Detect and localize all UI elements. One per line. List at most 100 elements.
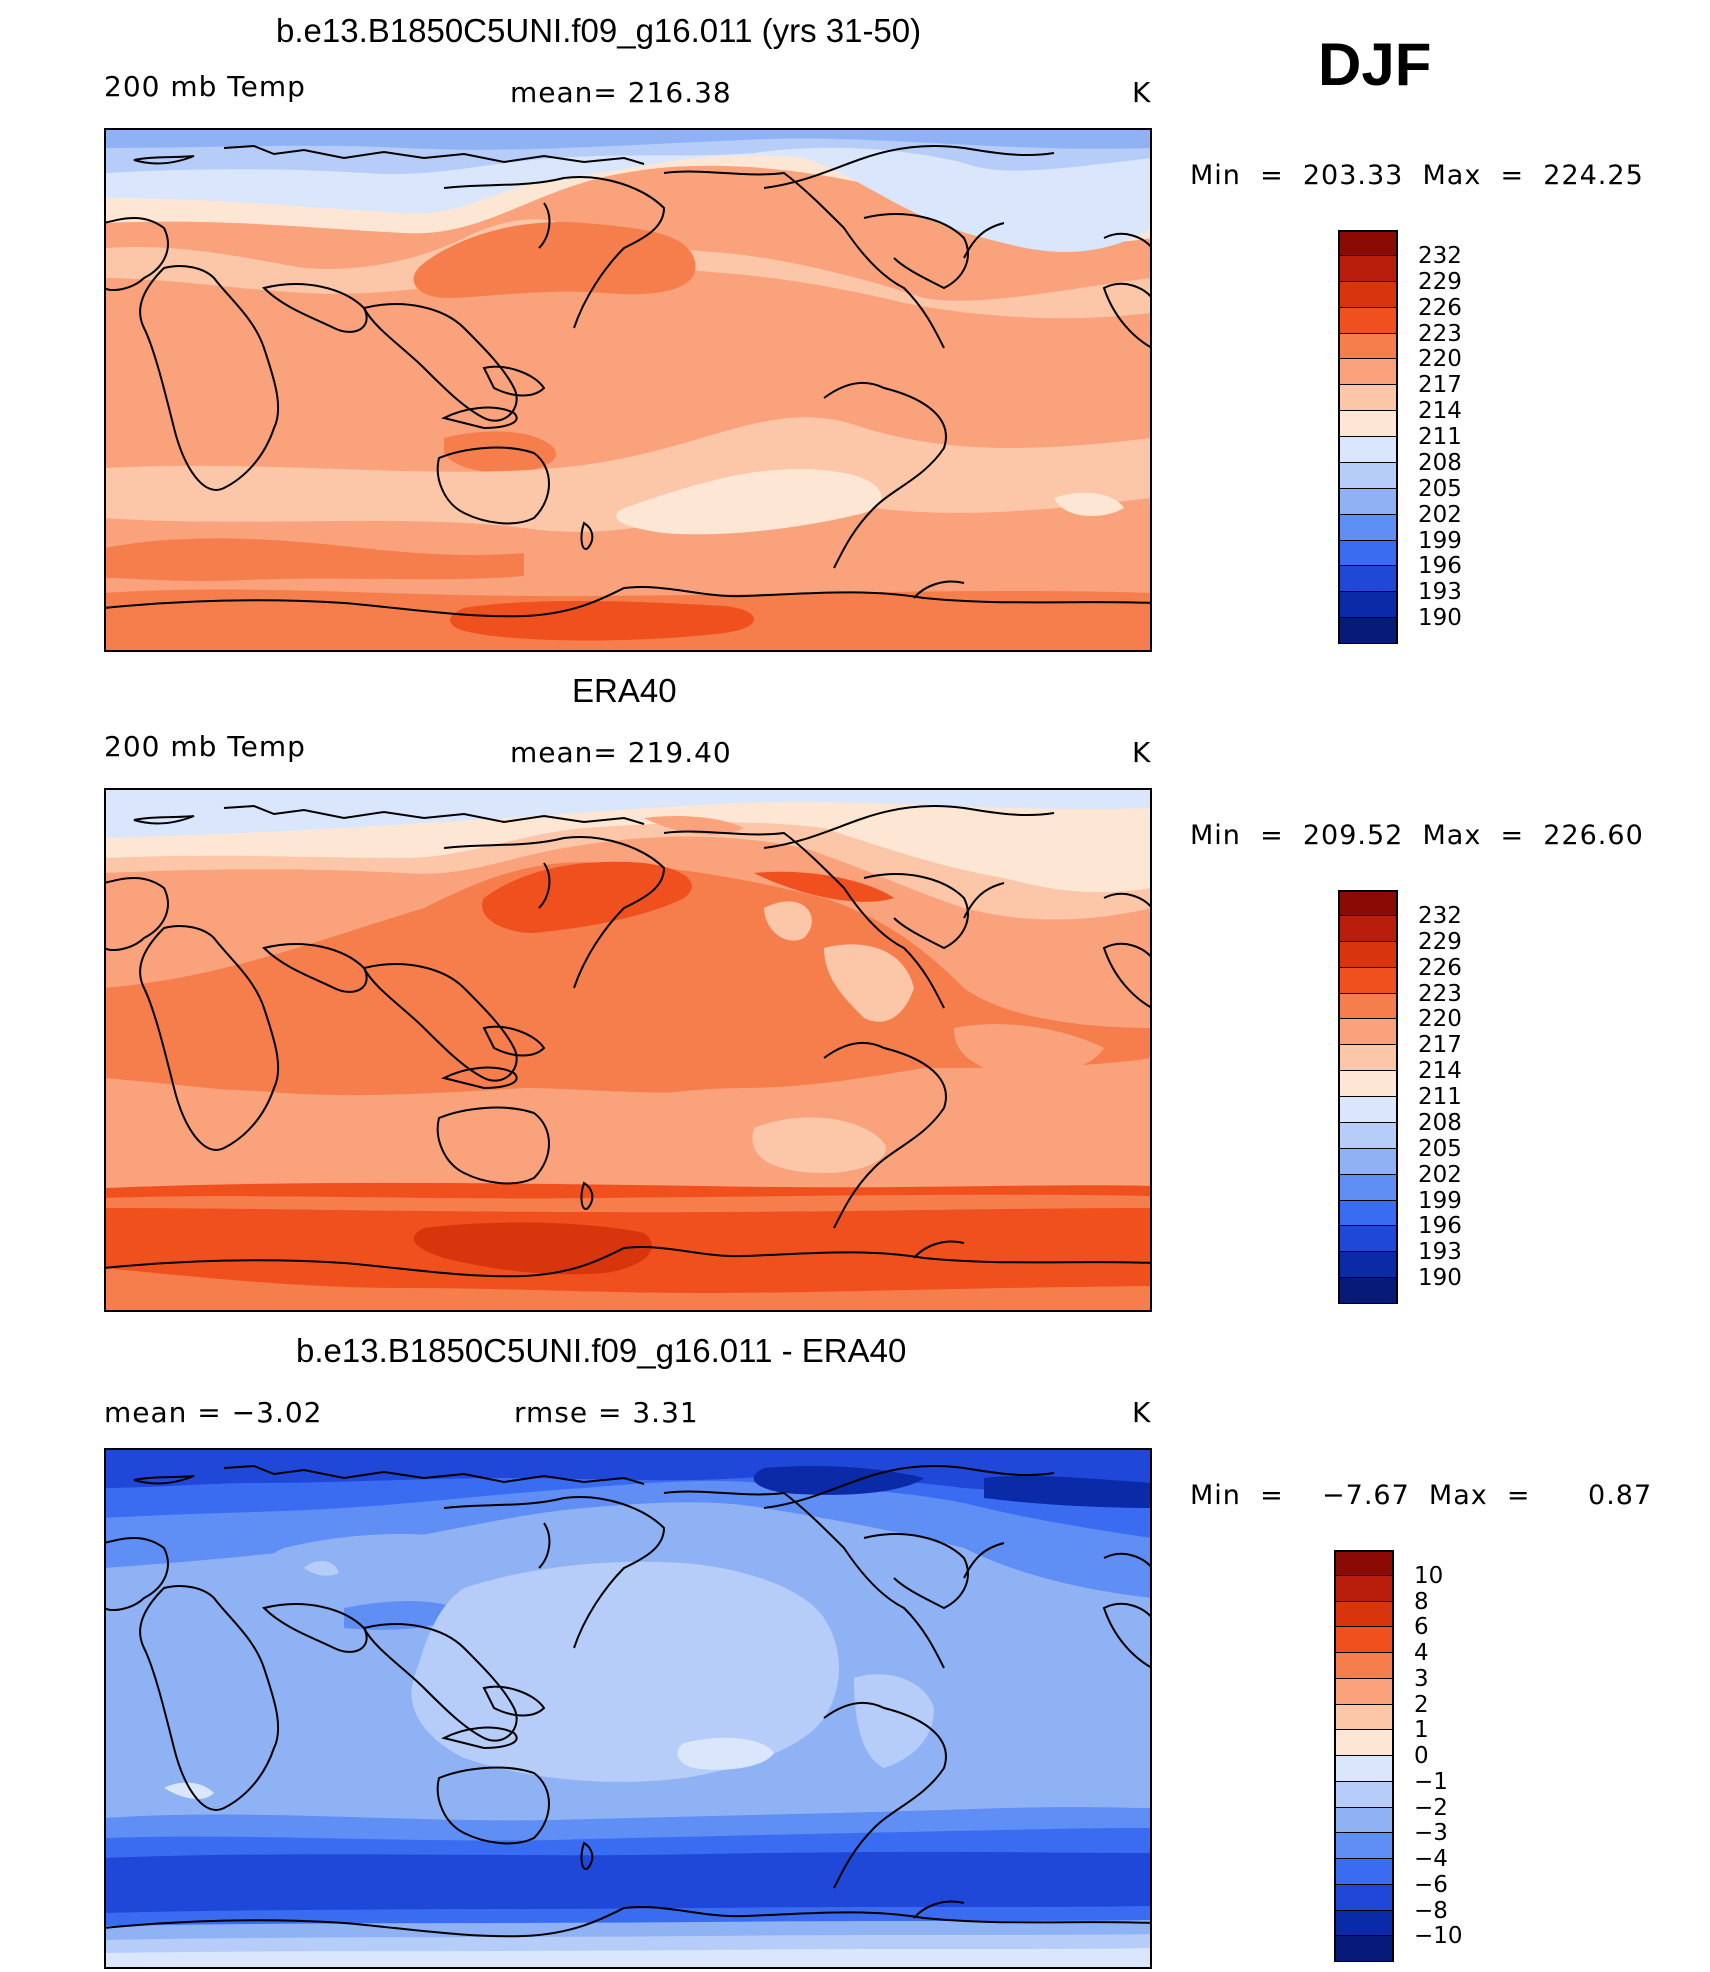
panel3-field-m2b (597, 1573, 772, 1628)
colorbar-swatch (1338, 967, 1398, 994)
panel1-field-220b (442, 431, 556, 473)
panel2-map (104, 788, 1152, 1312)
colorbar-swatch (1334, 1781, 1394, 1808)
colorbar-swatch (1338, 566, 1398, 593)
panel1-field-217b (104, 230, 1152, 384)
colorbar-swatch (1338, 618, 1398, 644)
colorbar-label: 214 (1418, 398, 1462, 425)
panel2-field-214b (764, 901, 812, 941)
colorbar-swatch (1338, 333, 1398, 360)
colorbar-label: 202 (1418, 1161, 1462, 1188)
colorbar-swatch (1334, 1936, 1394, 1962)
colorbar-swatch (1338, 230, 1398, 256)
panel2-field-208 (104, 788, 1152, 838)
panel2-field-220 (104, 862, 1152, 1096)
panel3-units: K (1132, 1396, 1152, 1429)
colorbar-swatch (1338, 1148, 1398, 1175)
colorbar-label: 4 (1414, 1640, 1429, 1666)
colorbar-swatch (1334, 1678, 1394, 1705)
colorbar-swatch (1338, 941, 1398, 968)
season-label: DJF (1318, 31, 1432, 98)
panel1-left-label: 200 mb Temp (104, 70, 306, 103)
colorbar-swatch (1334, 1601, 1394, 1628)
colorbar-swatch (1338, 488, 1398, 515)
panel2-field-217b (644, 816, 744, 835)
colorbar-label: 214 (1418, 1058, 1462, 1085)
colorbar-label: 229 (1418, 268, 1462, 295)
panel2-field-217d (104, 1078, 1152, 1188)
colorbar-label: 211 (1418, 1084, 1462, 1110)
panel2-field-220b (104, 1194, 1152, 1213)
colorbar-label: 8 (1414, 1588, 1429, 1615)
colorbar-label: 226 (1418, 294, 1462, 321)
panel2-coastlines (104, 804, 1152, 1278)
colorbar-label: 232 (1418, 902, 1462, 929)
colorbar-label: 196 (1418, 1213, 1462, 1240)
colorbar-label: 0 (1414, 1743, 1429, 1769)
panel2-colorbar: 232 229 226 223 220 217 214 211 208 205 202 199 196 1… (1338, 890, 1498, 1304)
panel3-minmax: Min = −7.67 Max = 0.87 (1190, 1480, 1653, 1511)
colorbar-label: 205 (1418, 475, 1462, 502)
colorbar-label: 199 (1418, 1187, 1462, 1214)
colorbar-swatch (1334, 1833, 1394, 1859)
colorbar-label: 10 (1414, 1562, 1444, 1589)
panel1-center-label: mean= 216.38 (510, 76, 732, 109)
colorbar-label: 205 (1418, 1135, 1462, 1162)
panel2-center-label: mean= 219.40 (510, 736, 732, 769)
colorbar-label: 232 (1418, 242, 1462, 269)
colorbar-swatch (1338, 255, 1398, 282)
colorbar-swatch (1338, 462, 1398, 489)
colorbar-label: 220 (1418, 346, 1462, 373)
panel3-title: b.e13.B1850C5UNI.f09_g16.011 - ERA40 (296, 1332, 907, 1369)
panel3-map (104, 1448, 1152, 1972)
panel3-field-m1 (677, 1737, 774, 1770)
panel2-field-223b (754, 871, 894, 902)
colorbar-swatch (1338, 1174, 1398, 1201)
colorbar-swatch (1338, 385, 1398, 412)
colorbar-swatch (1334, 1730, 1394, 1756)
colorbar-swatch (1338, 1019, 1398, 1046)
panel2-minmax: Min = 209.52 Max = 226.60 (1190, 820, 1644, 851)
panel3-coastlines (104, 1464, 1152, 1938)
panel2-title: ERA40 (572, 672, 677, 709)
colorbar-label: 199 (1418, 527, 1462, 554)
panel2-field-217c (954, 1024, 1104, 1074)
panel3-mean: mean = −3.02 (104, 1396, 323, 1429)
panel1-field-214 (104, 219, 1152, 319)
panel1-colorbar: 232 229 226 223 220 217 214 211 208 205 202 199 196 1… (1338, 230, 1498, 644)
colorbar-swatch (1338, 1122, 1398, 1149)
colorbar-swatch (1338, 1097, 1398, 1123)
colorbar-swatch (1334, 1653, 1394, 1679)
colorbar-label: 1 (1414, 1717, 1429, 1744)
panel3-field-m2d (304, 1561, 339, 1576)
colorbar-swatch (1338, 540, 1398, 567)
panel1-field-223 (450, 601, 754, 641)
colorbar-swatch (1334, 1910, 1394, 1937)
panel2-left-label: 200 mb Temp (104, 730, 306, 763)
colorbar-label: 217 (1418, 1032, 1462, 1059)
colorbar-label: 196 (1418, 553, 1462, 580)
colorbar-swatch (1338, 993, 1398, 1020)
colorbar-swatch (1338, 437, 1398, 463)
colorbar-swatch (1338, 359, 1398, 386)
colorbar-label: 226 (1418, 954, 1462, 981)
colorbar-label: −2 (1414, 1794, 1448, 1821)
colorbar-swatch (1334, 1807, 1394, 1834)
colorbar-swatch (1334, 1859, 1394, 1885)
colorbar-label: 190 (1418, 605, 1462, 632)
colorbar-label: 217 (1418, 372, 1462, 399)
panel1-field-220a (413, 222, 696, 298)
colorbar-swatch (1334, 1704, 1394, 1731)
colorbar-swatch (1338, 915, 1398, 942)
panel1-field-220c (104, 538, 524, 581)
panel2-units: K (1132, 736, 1152, 769)
colorbar-swatch (1338, 1278, 1398, 1304)
panel3-rmse: rmse = 3.31 (514, 1396, 699, 1429)
panel1-field-202 (104, 128, 1152, 150)
colorbar-swatch (1334, 1884, 1394, 1911)
colorbar-label: 6 (1414, 1614, 1429, 1641)
panel1-title: b.e13.B1850C5UNI.f09_g16.011 (yrs 31-50) (276, 12, 922, 49)
colorbar-swatch (1338, 1071, 1398, 1097)
panel1-field-211c (1054, 492, 1124, 517)
panel1-field-211b (616, 468, 882, 535)
